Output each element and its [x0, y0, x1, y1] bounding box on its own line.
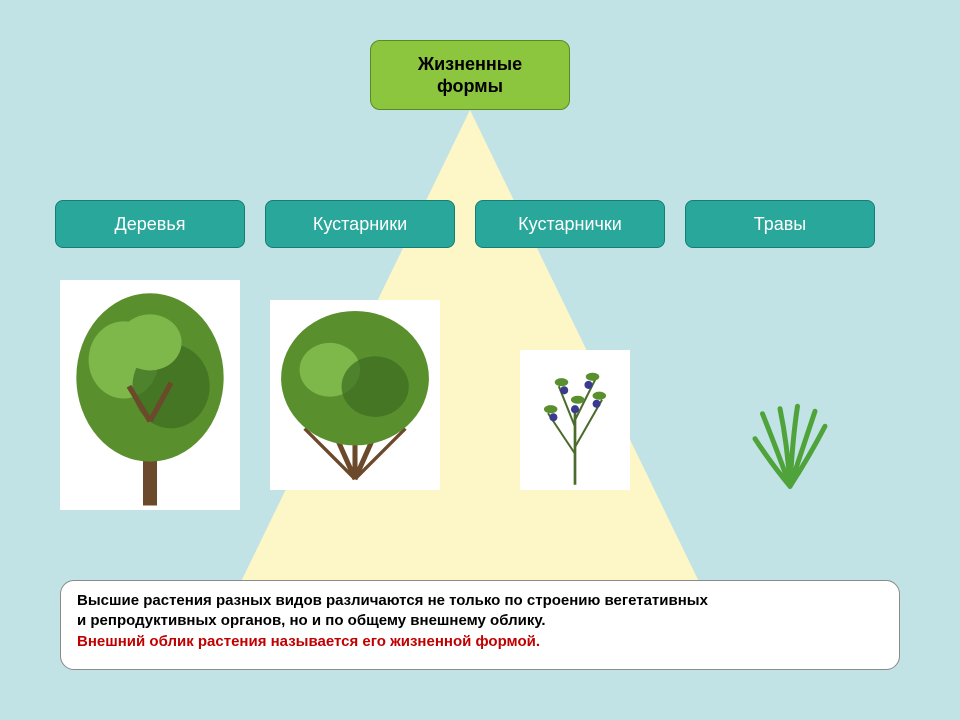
info-line-2: и репродуктивных органов, но и по общему…: [77, 611, 883, 631]
info-line-3: Внешний облик растения называется его жи…: [77, 632, 883, 652]
plant-grass: [740, 400, 840, 490]
title-box: Жизненные формы: [370, 40, 570, 110]
shrub-icon: [271, 301, 439, 489]
info-line-1: Высшие растения разных видов различаются…: [77, 591, 883, 611]
tree-icon: [61, 281, 239, 509]
category-shrubs: Кустарники: [265, 200, 455, 248]
plant-shrub: [270, 300, 440, 490]
category-trees: Деревья: [55, 200, 245, 248]
dwarfshrub-icon: [521, 351, 629, 489]
diagram-canvas: Жизненные формы Деревья Кустарники Куста…: [0, 0, 960, 720]
category-dwarfshrubs: Кустарнички: [475, 200, 665, 248]
plant-tree: [60, 280, 240, 510]
category-label: Кустарники: [313, 214, 407, 235]
category-label: Травы: [754, 214, 807, 235]
info-box: Высшие растения разных видов различаются…: [60, 580, 900, 670]
title-line2: формы: [437, 76, 503, 96]
title-line1: Жизненные: [418, 54, 522, 74]
category-label: Кустарнички: [518, 214, 622, 235]
category-grasses: Травы: [685, 200, 875, 248]
plant-dwarfshrub: [520, 350, 630, 490]
category-label: Деревья: [115, 214, 186, 235]
grass-icon: [740, 400, 840, 490]
